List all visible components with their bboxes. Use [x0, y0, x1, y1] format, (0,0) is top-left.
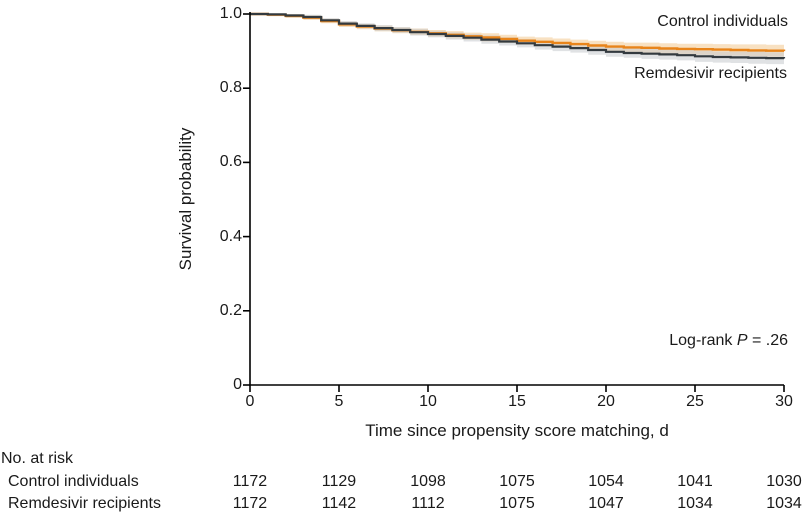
risk-value: 1075 [499, 495, 535, 512]
y-tick-label: 0.8 [219, 79, 242, 97]
tick-marks [243, 13, 785, 392]
x-tick-label: 5 [334, 393, 344, 410]
y-tick-label: 0.6 [219, 153, 242, 171]
y-tick-label: 0.2 [219, 301, 242, 319]
risk-value: 1098 [410, 473, 446, 490]
remdesivir-curve-label: Remdesivir recipients [634, 65, 787, 82]
km-survival-chart [243, 12, 786, 392]
risk-value: 1172 [232, 473, 268, 490]
control-ci-band [250, 14, 784, 57]
risk-value: 1034 [677, 495, 713, 512]
risk-value: 1041 [677, 473, 713, 490]
risk-value: 1075 [499, 473, 535, 490]
risk-value: 1034 [766, 495, 802, 512]
control-curve-label: Control individuals [657, 13, 788, 30]
x-tick-label: 20 [597, 393, 615, 410]
y-tick-label: 0.4 [219, 227, 242, 245]
x-tick-label: 10 [419, 393, 437, 410]
risk-value: 1054 [588, 473, 624, 490]
risk-value: 1172 [232, 495, 268, 512]
x-tick-label: 25 [686, 393, 704, 410]
x-tick-label: 15 [508, 393, 526, 410]
risk-value: 1129 [321, 473, 357, 490]
logrank-prefix: Log-rank [669, 332, 737, 349]
risk-row-label-remdesivir: Remdesivir recipients [8, 495, 161, 512]
y-tick-label: 1.0 [219, 5, 242, 22]
y-axis-title: Survival probability [176, 127, 195, 271]
logrank-annotation: Log-rank P = .26 [669, 332, 788, 350]
risk-value: 1112 [411, 495, 445, 512]
y-tick-label: 0 [233, 376, 242, 393]
risk-value: 1047 [588, 495, 624, 512]
logrank-value: = .26 [747, 332, 788, 349]
risk-value: 1142 [321, 495, 357, 512]
x-axis-title: Time since propensity score matching, d [365, 421, 669, 440]
x-tick-label: 0 [245, 393, 255, 410]
logrank-p-symbol: P [736, 332, 748, 349]
risk-row-label-control: Control individuals [8, 473, 139, 490]
risk-table-header: No. at risk [1, 450, 74, 467]
remdesivir-survival-curve [250, 12, 786, 60]
risk-value: 1030 [766, 473, 802, 490]
x-tick-label: 30 [775, 393, 793, 410]
